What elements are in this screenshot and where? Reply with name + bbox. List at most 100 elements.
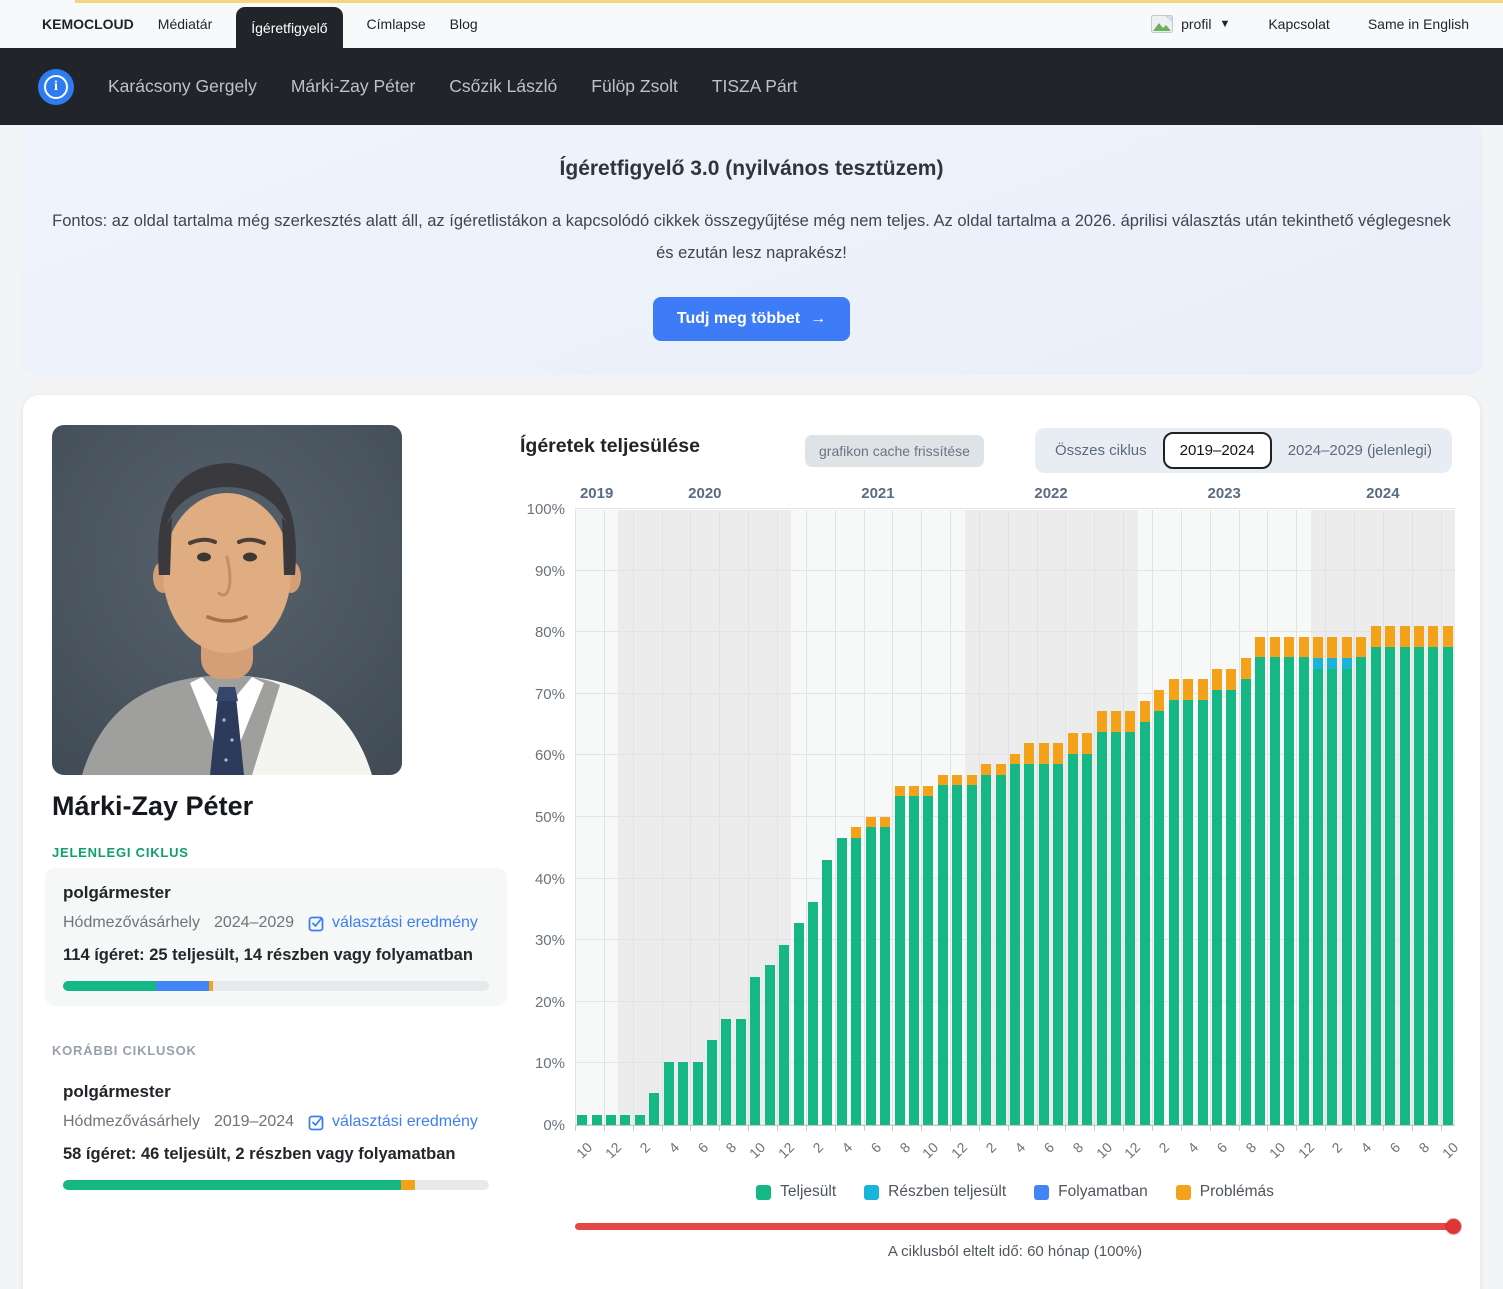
bar-2023-06[interactable] [1211, 668, 1222, 1125]
topbar-item-cimlapse[interactable]: Címlapse [366, 16, 426, 32]
nav-tisza-part[interactable]: TISZA Párt [711, 76, 798, 96]
bar-2024-10[interactable] [1442, 626, 1453, 1125]
bar-2024-08[interactable] [1413, 626, 1424, 1125]
bar-2022-02[interactable] [981, 764, 992, 1125]
bar-2020-05[interactable] [678, 1061, 689, 1125]
bar-2020-02[interactable] [634, 1114, 645, 1125]
bar-2020-08[interactable] [721, 1019, 732, 1125]
bar-2020-09[interactable] [735, 1019, 746, 1125]
profile-dropdown[interactable]: profil ▼ [1151, 15, 1230, 33]
bar-2020-01[interactable] [620, 1114, 631, 1125]
bar-2024-06[interactable] [1385, 626, 1396, 1125]
election-result-link[interactable]: választási eredmény [308, 1113, 478, 1131]
bar-2024-09[interactable] [1428, 626, 1439, 1125]
bar-2023-10[interactable] [1269, 636, 1280, 1125]
bar-2020-11[interactable] [764, 965, 775, 1125]
gridline-v [575, 510, 576, 1125]
topbar-item-blog[interactable]: Blog [449, 16, 478, 32]
bar-2024-02[interactable] [1327, 637, 1338, 1125]
bar-2024-04[interactable] [1356, 636, 1367, 1125]
bar-2022-08[interactable] [1067, 732, 1078, 1125]
bar-2024-03[interactable] [1341, 637, 1352, 1125]
bar-2021-07[interactable] [880, 817, 891, 1125]
bar-2021-05[interactable] [851, 827, 862, 1125]
nav-fulop-zsolt[interactable]: Fülöp Zsolt [591, 76, 678, 96]
bar-2023-02[interactable] [1154, 690, 1165, 1125]
bar-2023-11[interactable] [1284, 636, 1295, 1125]
nav-csozik-laszlo[interactable]: Csőzik László [449, 76, 558, 96]
bar-2021-10[interactable] [923, 785, 934, 1125]
bar-2022-12[interactable] [1125, 711, 1136, 1125]
bar-2022-10[interactable] [1096, 711, 1107, 1125]
toggle-2019-2024-active[interactable]: 2019–2024 [1162, 432, 1272, 469]
election-result-link[interactable]: választási eredmény [308, 914, 478, 932]
bar-segment-green [1024, 764, 1035, 1125]
gridline-v [690, 510, 692, 1125]
contact-link[interactable]: Kapcsolat [1268, 16, 1330, 32]
bar-2023-08[interactable] [1240, 658, 1251, 1125]
bar-2023-01[interactable] [1139, 700, 1150, 1125]
bar-2021-03[interactable] [822, 859, 833, 1125]
year-band-2021 [791, 510, 965, 1125]
bar-2021-04[interactable] [836, 837, 847, 1125]
slider-thumb[interactable] [1446, 1219, 1461, 1234]
brand-link[interactable]: KEMOCLOUD [42, 16, 134, 32]
legend-item-green[interactable]: Teljesült [756, 1183, 836, 1201]
bar-segment-green [966, 784, 977, 1125]
bar-2022-07[interactable] [1053, 743, 1064, 1125]
bar-2022-11[interactable] [1110, 711, 1121, 1125]
bar-2020-03[interactable] [649, 1092, 660, 1125]
legend-item-blue[interactable]: Folyamatban [1034, 1183, 1148, 1201]
bar-2023-03[interactable] [1168, 679, 1179, 1125]
bar-2021-02[interactable] [808, 902, 819, 1125]
toggle-2024-2029[interactable]: 2024–2029 (jelenlegi) [1272, 433, 1448, 468]
bar-2020-06[interactable] [692, 1061, 703, 1125]
legend-item-cyan[interactable]: Részben teljesült [864, 1183, 1006, 1201]
bar-2022-09[interactable] [1082, 732, 1093, 1125]
promise-stats: 58 ígéret: 46 teljesült, 2 részben vagy … [63, 1145, 456, 1163]
bar-2022-05[interactable] [1024, 743, 1035, 1125]
bar-2020-12[interactable] [779, 944, 790, 1125]
bar-2021-11[interactable] [937, 774, 948, 1125]
bar-2019-12[interactable] [606, 1114, 617, 1125]
bar-2022-03[interactable] [995, 764, 1006, 1125]
bar-2022-04[interactable] [1010, 753, 1020, 1125]
bar-2020-04[interactable] [663, 1061, 674, 1125]
bar-segment-green [1082, 753, 1093, 1125]
bar-2019-10[interactable] [577, 1114, 588, 1125]
year-band-2022 [964, 510, 1138, 1125]
toggle-osszes-ciklus[interactable]: Összes ciklus [1039, 433, 1163, 468]
bar-2022-01[interactable] [966, 774, 977, 1125]
language-link[interactable]: Same in English [1367, 16, 1469, 32]
time-elapsed-slider[interactable] [575, 1219, 1461, 1234]
info-icon[interactable]: i [38, 68, 74, 105]
bar-2021-01[interactable] [793, 922, 804, 1125]
bar-2023-07[interactable] [1226, 668, 1237, 1125]
x-axis-label: 2 [636, 1139, 654, 1156]
refresh-cache-button[interactable]: grafikon cache frissítése [805, 435, 984, 467]
bar-2023-05[interactable] [1197, 679, 1208, 1125]
bar-2021-09[interactable] [909, 785, 920, 1125]
nav-karacsony-gergely[interactable]: Karácsony Gergely [108, 76, 257, 96]
legend-item-orange[interactable]: Problémás [1175, 1183, 1274, 1201]
y-axis-label: 10% [534, 1055, 565, 1073]
bar-2019-11[interactable] [591, 1114, 602, 1125]
topbar-item-mediatar[interactable]: Médiatár [157, 16, 213, 32]
bar-2024-07[interactable] [1399, 626, 1410, 1125]
bar-2020-10[interactable] [750, 976, 761, 1125]
bar-2020-07[interactable] [707, 1040, 718, 1125]
bar-2023-04[interactable] [1183, 679, 1194, 1125]
bar-2021-06[interactable] [865, 817, 876, 1125]
bar-2023-09[interactable] [1255, 636, 1266, 1125]
bar-2023-12[interactable] [1298, 636, 1309, 1125]
learn-more-button[interactable]: Tudj meg többet → [652, 297, 851, 342]
bar-2024-01[interactable] [1312, 637, 1323, 1125]
bar-2024-05[interactable] [1370, 626, 1381, 1125]
bar-2021-08[interactable] [894, 785, 905, 1125]
topbar-item-igeretfigyelo-active[interactable]: Ígéretfigyelő [236, 7, 343, 48]
x-axis-tick [776, 1125, 778, 1131]
bar-2022-06[interactable] [1038, 743, 1049, 1125]
bar-segment-orange [1125, 711, 1136, 732]
nav-marki-zay-peter[interactable]: Márki-Zay Péter [290, 76, 416, 96]
bar-2021-12[interactable] [952, 774, 963, 1125]
